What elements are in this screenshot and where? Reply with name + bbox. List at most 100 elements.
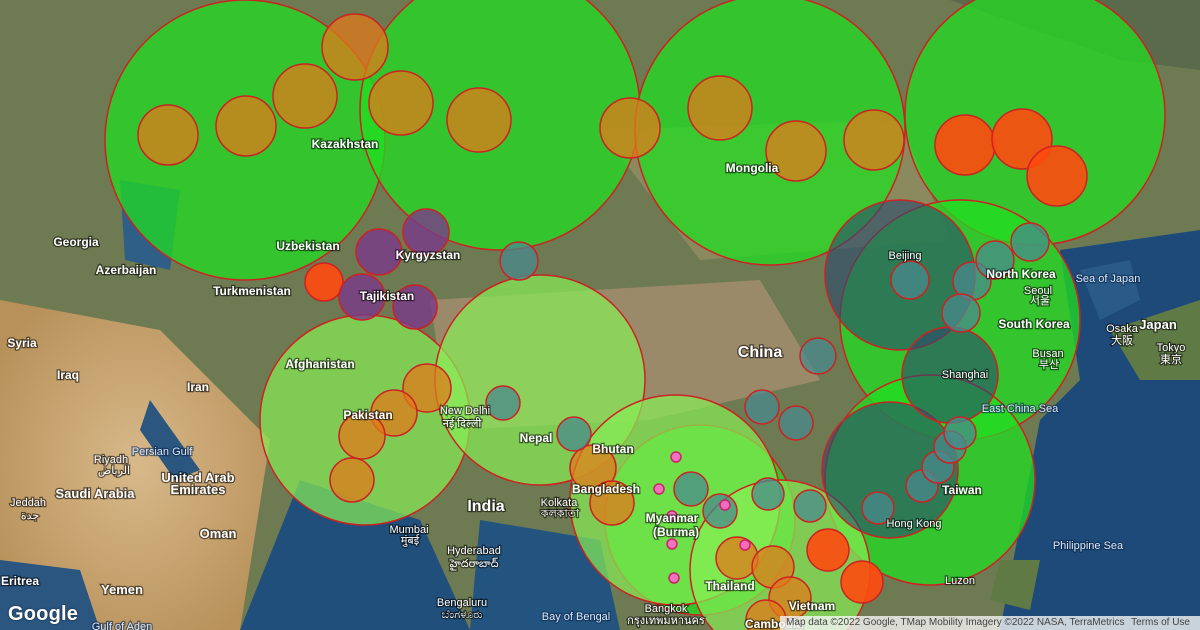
teal-circle-marker[interactable] xyxy=(975,240,1015,280)
red-circle-marker[interactable] xyxy=(304,262,344,302)
orange-circle-marker[interactable] xyxy=(687,75,753,141)
pink-circle-marker[interactable] xyxy=(670,451,682,463)
teal-circle-marker[interactable] xyxy=(778,405,814,441)
country-label: Kazakhstan xyxy=(312,137,379,151)
country-label: Vietnam xyxy=(789,599,835,613)
city-label: 부산 xyxy=(1039,358,1059,371)
city-label: नई दिल्ली xyxy=(443,417,482,430)
city-label: 서울 xyxy=(1030,294,1050,307)
teal-circle-marker[interactable] xyxy=(556,416,592,452)
orange-circle-marker[interactable] xyxy=(338,412,386,460)
teal-circle-marker[interactable] xyxy=(702,493,738,529)
orange-circle-marker[interactable] xyxy=(321,13,389,81)
city-label: Bangkok xyxy=(645,603,688,615)
country-label: Taiwan xyxy=(942,483,982,497)
teal-circle-marker[interactable] xyxy=(1010,222,1050,262)
terms-link[interactable]: Terms of Use xyxy=(1131,617,1190,628)
map-attribution: Map data ©2022 Google, TMap Mobility Ima… xyxy=(780,616,1200,630)
city-label: 大阪 xyxy=(1111,333,1133,347)
city-label: Busan xyxy=(1032,348,1063,360)
country-label: Oman xyxy=(200,526,237,541)
navy-circle-marker[interactable] xyxy=(821,401,959,539)
orange-circle-marker[interactable] xyxy=(402,363,452,413)
country-label: Turkmenistan xyxy=(213,284,291,298)
country-label: Iran xyxy=(187,380,209,394)
pink-circle-marker[interactable] xyxy=(666,538,678,550)
country-label: Georgia xyxy=(53,235,99,249)
country-label: Mongolia xyxy=(726,161,779,175)
country-label: (Burma) xyxy=(653,525,699,539)
country-label: Myanmar xyxy=(646,511,699,525)
city-label: جدة xyxy=(21,510,39,522)
city-label: Luzon xyxy=(945,575,975,587)
country-label: Uzbekistan xyxy=(276,239,339,253)
teal-circle-marker[interactable] xyxy=(673,471,709,507)
water-label: Bay of Bengal xyxy=(542,611,611,623)
purple-circle-marker[interactable] xyxy=(402,208,450,256)
purple-circle-marker[interactable] xyxy=(355,228,403,276)
city-label: กรุงเทพมหานคร xyxy=(627,615,705,627)
orange-circle-marker[interactable] xyxy=(272,63,338,129)
orange-circle-marker[interactable] xyxy=(329,457,375,503)
teal-circle-marker[interactable] xyxy=(861,491,895,525)
red-circle-marker[interactable] xyxy=(806,528,850,572)
teal-circle-marker[interactable] xyxy=(799,337,837,375)
city-label: Tokyo xyxy=(1157,342,1186,354)
red-circle-marker[interactable] xyxy=(934,114,996,176)
country-label: Nepal xyxy=(520,431,553,445)
orange-circle-marker[interactable] xyxy=(589,480,635,526)
city-label: Shanghai xyxy=(942,369,989,381)
google-logo: Google xyxy=(8,603,79,625)
city-label: Jeddah xyxy=(10,497,46,509)
city-label: الرياض xyxy=(98,465,130,477)
teal-circle-marker[interactable] xyxy=(941,293,981,333)
country-label: Saudi Arabia xyxy=(56,486,136,501)
teal-circle-marker[interactable] xyxy=(485,385,521,421)
country-label: Bangladesh xyxy=(572,482,640,496)
orange-circle-marker[interactable] xyxy=(137,104,199,166)
red-circle-marker[interactable] xyxy=(840,560,884,604)
teal-circle-marker[interactable] xyxy=(943,416,977,450)
purple-circle-marker[interactable] xyxy=(338,273,386,321)
orange-circle-marker[interactable] xyxy=(599,97,661,159)
city-label: 東京 xyxy=(1160,352,1182,366)
country-label: North Korea xyxy=(986,267,1056,281)
pink-circle-marker[interactable] xyxy=(666,510,678,522)
country-label: China xyxy=(738,344,783,361)
city-label: मुंबई xyxy=(401,534,420,547)
country-label: United Arab xyxy=(161,470,234,485)
teal-circle-marker[interactable] xyxy=(744,389,780,425)
pink-circle-marker[interactable] xyxy=(668,572,680,584)
city-label: Kolkata xyxy=(541,497,579,509)
orange-circle-marker[interactable] xyxy=(843,109,905,171)
map-data-credit: Map data ©2022 Google, TMap Mobility Ima… xyxy=(786,617,1125,628)
orange-circle-marker[interactable] xyxy=(446,87,512,153)
country-label: South Korea xyxy=(998,317,1070,331)
pink-circle-marker[interactable] xyxy=(739,539,751,551)
orange-circle-marker[interactable] xyxy=(765,120,827,182)
orange-circle-marker[interactable] xyxy=(715,536,759,580)
country-label: Kyrgyzstan xyxy=(396,248,461,262)
pink-circle-marker[interactable] xyxy=(653,483,665,495)
country-label: Pakistan xyxy=(343,408,392,422)
red-circle-marker[interactable] xyxy=(1026,145,1088,207)
orange-circle-marker[interactable] xyxy=(215,95,277,157)
water-label: Persian Gulf xyxy=(132,446,193,458)
teal-circle-marker[interactable] xyxy=(751,477,785,511)
country-label: Tajikistan xyxy=(360,289,414,303)
circle-overlay-layer xyxy=(104,0,1166,630)
country-label: Eritrea xyxy=(1,574,39,588)
country-label: Bhutan xyxy=(592,442,633,456)
purple-circle-marker[interactable] xyxy=(392,284,438,330)
country-label: Azerbaijan xyxy=(96,263,157,277)
city-label: Mumbai xyxy=(389,524,428,536)
city-label: ಬೆಂಗಳೂರು xyxy=(441,609,483,621)
teal-circle-marker[interactable] xyxy=(890,260,930,300)
orange-circle-marker[interactable] xyxy=(368,70,434,136)
country-label: Afghanistan xyxy=(285,357,354,371)
teal-circle-marker[interactable] xyxy=(793,489,827,523)
teal-circle-marker[interactable] xyxy=(499,241,539,281)
pink-circle-marker[interactable] xyxy=(719,499,731,511)
city-label: Riyadh xyxy=(94,454,128,466)
